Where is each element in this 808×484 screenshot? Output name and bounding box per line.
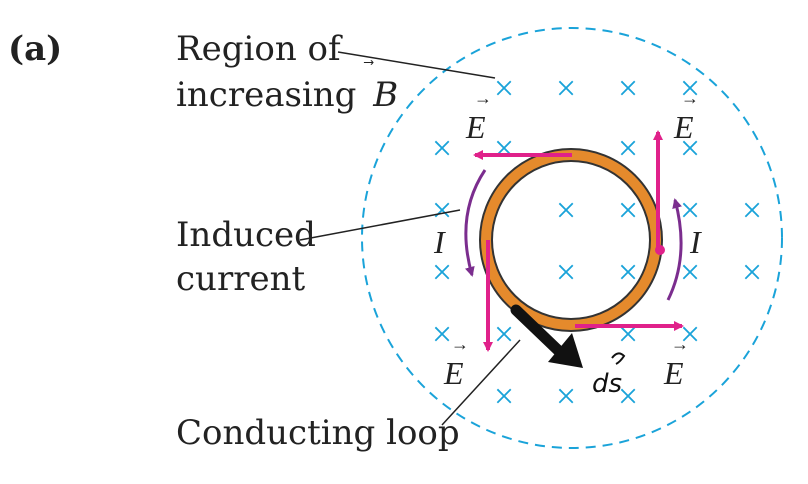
b-field-x-mark: × xyxy=(618,68,638,108)
b-field-x-mark: × xyxy=(618,252,638,292)
b-field-x-mark: × xyxy=(680,128,700,168)
b-field-x-mark: × xyxy=(680,68,700,108)
ds-vector-arrow xyxy=(510,304,569,361)
b-field-x-mark: × xyxy=(680,190,700,230)
region-label-line2: increasing ⃗ B xyxy=(176,78,398,112)
b-field-x-mark: × xyxy=(742,252,762,292)
current-arrow-right xyxy=(666,198,683,301)
e-label-bottom-right: → E xyxy=(663,334,689,391)
svg-text:→: → xyxy=(451,334,469,354)
e-label-top-left: → E xyxy=(465,88,492,145)
b-field-x-mark: × xyxy=(494,128,514,168)
b-field-x-mark: × xyxy=(556,376,576,416)
region-label-line1: Region of xyxy=(176,29,341,69)
region-label-text: increasing xyxy=(176,75,357,115)
b-field-x-mark: × xyxy=(618,190,638,230)
induced-label-line2: current xyxy=(176,259,306,299)
induced-leader-line xyxy=(299,209,461,241)
e-label-top-right: → E xyxy=(673,88,699,145)
e-label-text: E xyxy=(663,355,684,391)
b-field-x-mark: × xyxy=(494,376,514,416)
current-label-left: I xyxy=(433,224,446,260)
b-field-x-mark: × xyxy=(432,190,452,230)
e-label-text: E xyxy=(465,109,486,145)
e-label-text: E xyxy=(673,109,694,145)
b-field-x-mark: × xyxy=(494,314,514,354)
ds-label: ds xyxy=(592,369,622,399)
loop-leader-line xyxy=(441,339,521,426)
b-field-x-mark: × xyxy=(680,314,700,354)
b-field-region-boundary xyxy=(361,27,783,449)
b-field-x-mark: × xyxy=(618,376,638,416)
e-label-bottom-left: → E xyxy=(443,334,469,391)
region-leader-line xyxy=(337,51,496,79)
b-field-x-mark: × xyxy=(556,68,576,108)
b-field-x-mark: × xyxy=(432,314,452,354)
b-field-x-mark: × xyxy=(680,252,700,292)
b-field-x-mark: × xyxy=(556,190,576,230)
b-field-x-mark: × xyxy=(742,190,762,230)
b-field-x-mark: × xyxy=(618,128,638,168)
current-arrow-left xyxy=(464,169,487,277)
b-field-x-mark: × xyxy=(494,68,514,108)
b-field-x-mark: × xyxy=(556,252,576,292)
conducting-loop-fill xyxy=(481,150,661,330)
svg-text:→: → xyxy=(671,334,689,354)
panel-label: (a) xyxy=(8,29,63,69)
b-field-x-mark: × xyxy=(432,252,452,292)
induced-label-line1: Induced xyxy=(176,215,316,255)
e-field-arrow-right-tail xyxy=(655,245,665,255)
b-field-x-mark: × xyxy=(432,128,452,168)
b-field-symbol: ⃗ B xyxy=(373,75,399,115)
ds-vector-hat-icon xyxy=(611,352,626,365)
svg-text:→: → xyxy=(474,88,492,108)
e-label-text: E xyxy=(443,355,464,391)
current-label-right: I xyxy=(689,224,702,260)
b-field-x-mark: × xyxy=(618,314,638,354)
svg-text:→: → xyxy=(681,88,699,108)
b-field-into-page-marks: × × × × × × × × × × × × × × × × × × × × × × × × × xyxy=(432,68,762,416)
ds-vector-arrowhead xyxy=(548,333,583,368)
conducting-loop-label: Conducting loop xyxy=(176,413,460,453)
